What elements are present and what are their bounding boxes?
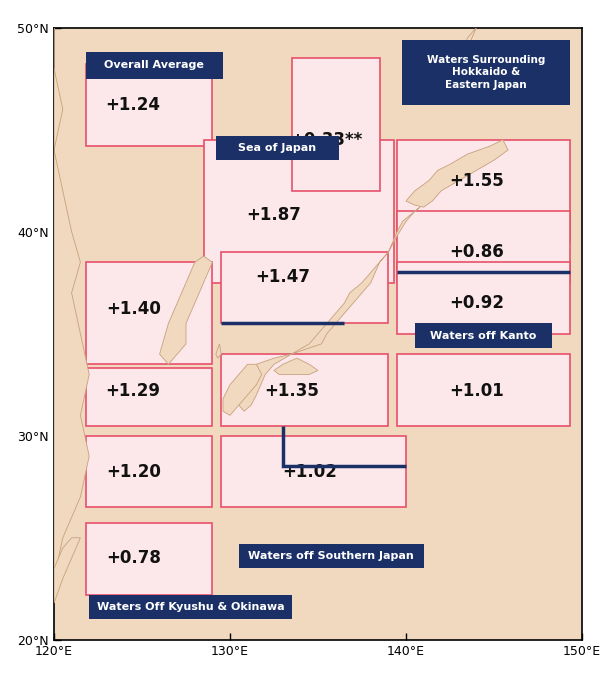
Text: Overall Average: Overall Average <box>104 61 204 70</box>
FancyBboxPatch shape <box>403 40 569 105</box>
Bar <box>397 354 569 425</box>
Polygon shape <box>160 256 212 365</box>
Bar <box>86 262 212 365</box>
Text: Waters off Southern Japan: Waters off Southern Japan <box>248 551 414 561</box>
Text: +1.29: +1.29 <box>106 382 161 400</box>
Polygon shape <box>406 140 508 207</box>
Bar <box>86 524 212 595</box>
Polygon shape <box>239 207 420 411</box>
Polygon shape <box>216 344 221 358</box>
Bar <box>86 368 212 425</box>
Text: +1.24: +1.24 <box>106 96 161 114</box>
Polygon shape <box>274 358 318 374</box>
Text: +1.47: +1.47 <box>256 268 310 286</box>
Text: +1.35: +1.35 <box>264 382 319 400</box>
Bar <box>221 354 388 425</box>
Text: +1.55: +1.55 <box>449 171 504 190</box>
Text: +0.78: +0.78 <box>106 549 161 567</box>
Bar <box>397 262 569 334</box>
Text: +0.86: +0.86 <box>449 243 504 261</box>
Text: +0.92: +0.92 <box>449 294 504 312</box>
Bar <box>86 436 212 507</box>
Polygon shape <box>223 365 262 416</box>
FancyBboxPatch shape <box>239 544 424 568</box>
Text: +0.33**: +0.33** <box>290 131 363 149</box>
Bar <box>397 140 569 241</box>
Text: Waters Off Kyushu & Okinawa: Waters Off Kyushu & Okinawa <box>97 602 284 612</box>
Bar <box>221 252 388 323</box>
Text: +1.02: +1.02 <box>282 464 337 482</box>
FancyBboxPatch shape <box>415 323 552 348</box>
Polygon shape <box>441 28 476 99</box>
Bar <box>292 58 380 191</box>
Text: +1.87: +1.87 <box>247 206 301 224</box>
Text: Sea of Japan: Sea of Japan <box>238 143 317 153</box>
FancyBboxPatch shape <box>86 52 223 78</box>
Text: Waters Surrounding
Hokkaido &
Eastern Japan: Waters Surrounding Hokkaido & Eastern Ja… <box>427 55 545 90</box>
Text: +1.01: +1.01 <box>449 382 504 400</box>
FancyBboxPatch shape <box>89 595 292 619</box>
Polygon shape <box>54 538 80 603</box>
Text: Waters off Kanto: Waters off Kanto <box>430 331 536 341</box>
Bar <box>203 140 394 283</box>
FancyBboxPatch shape <box>216 136 339 160</box>
Bar <box>221 436 406 507</box>
Bar <box>397 211 569 283</box>
Polygon shape <box>54 28 89 579</box>
Text: +1.20: +1.20 <box>106 464 161 482</box>
Text: +1.40: +1.40 <box>106 300 161 318</box>
Bar <box>86 64 212 146</box>
